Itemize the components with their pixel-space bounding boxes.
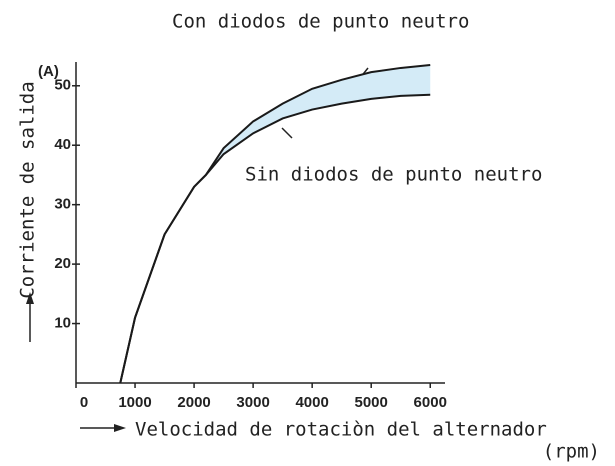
- x-tick-label: 1000: [118, 394, 151, 411]
- x-tick-label: 0: [80, 394, 88, 411]
- y-axis-label: Corriente de salida: [17, 81, 39, 298]
- x-tick-label: 6000: [414, 394, 447, 411]
- y-tick-label: 40: [54, 136, 71, 153]
- x-tick-label: 2000: [177, 394, 210, 411]
- annotation: Con diodos de punto neutro: [172, 11, 469, 33]
- arrow-head: [114, 424, 126, 432]
- y-tick-label: 50: [54, 77, 71, 94]
- y-tick-label: 10: [54, 315, 71, 332]
- x-tick-label: 4000: [295, 394, 328, 411]
- x-axis-label: Velocidad de rotaciòn del alternador: [135, 419, 547, 441]
- pointer: [281, 127, 293, 139]
- y-tick-label: 20: [54, 255, 71, 272]
- y-axis-unit: (A): [38, 63, 59, 80]
- y-tick-label: 30: [54, 196, 71, 213]
- x-axis-unit: (rpm): [543, 441, 600, 463]
- x-tick-label: 5000: [355, 394, 388, 411]
- annotation: Sin diodos de punto neutro: [245, 164, 542, 186]
- series-line: [119, 93, 431, 384]
- arrow-head: [26, 292, 34, 304]
- band-fill: [120, 64, 431, 383]
- x-tick-label: 3000: [236, 394, 269, 411]
